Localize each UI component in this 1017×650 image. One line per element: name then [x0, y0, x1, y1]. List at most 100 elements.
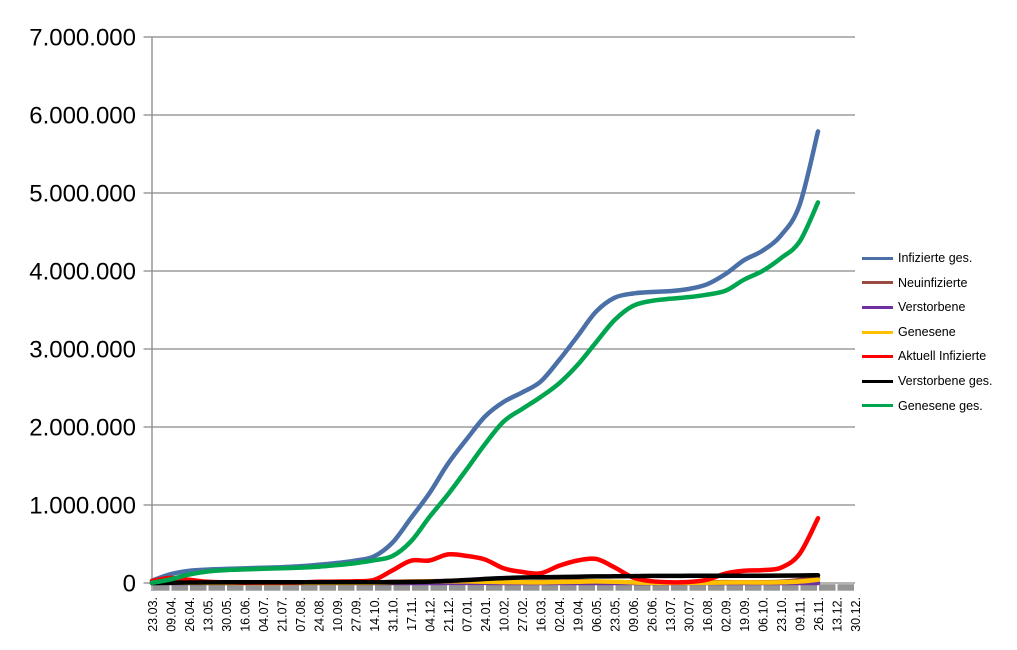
y-axis-label: 3.000.000 — [29, 337, 136, 364]
x-axis-label: 30.05. — [220, 597, 234, 632]
x-axis-tick-segment — [208, 584, 225, 591]
x-axis-label: 06.05. — [590, 597, 604, 632]
x-axis-tick-segment — [356, 584, 373, 591]
x-axis-label: 16.06. — [239, 597, 253, 632]
x-axis-label: 17.11. — [405, 597, 419, 631]
x-axis-label: 26.04. — [183, 597, 197, 632]
x-axis-label: 04.07. — [257, 597, 271, 632]
x-axis-tick-segment — [486, 584, 503, 591]
x-axis-tick-segment — [449, 584, 466, 591]
x-axis-label: 16.08. — [701, 597, 715, 632]
x-axis-tick-segment — [467, 584, 484, 591]
x-axis-label: 23.05. — [609, 597, 623, 632]
x-axis-tick-segment — [597, 584, 614, 591]
x-axis-tick-segment — [763, 584, 780, 591]
legend-label: Genesene ges. — [898, 398, 983, 413]
series-line-infizierte-ges — [149, 129, 821, 583]
x-axis-label: 10.09. — [331, 597, 345, 632]
x-axis-label: 14.10. — [368, 597, 382, 632]
legend-line-swatch — [862, 404, 893, 408]
legend-label: Verstorbene — [898, 300, 966, 315]
x-axis-label: 30.12. — [849, 597, 863, 632]
x-axis-tick-segment — [689, 584, 706, 591]
x-axis-label: 09.06. — [627, 597, 641, 632]
x-axis-label: 13.12. — [831, 597, 845, 632]
legend-item-aktuell-infizierte: Aktuell Infizierte — [862, 344, 1017, 369]
x-axis-label: 07.01. — [461, 597, 475, 632]
y-axis-label: 7.000.000 — [29, 25, 136, 52]
x-axis-tick-segment — [319, 584, 336, 591]
x-axis-tick-segment — [190, 584, 207, 591]
x-axis-tick-segment — [282, 584, 299, 591]
x-axis-label: 16.03. — [535, 597, 549, 632]
x-axis-label: 13.05. — [202, 597, 216, 632]
legend-item-genesene: Genesene — [862, 320, 1017, 345]
x-axis-label: 21.12. — [442, 597, 456, 632]
legend-item-verstorbene-ges: Verstorbene ges. — [862, 369, 1017, 394]
legend-item-neuinfizierte: Neuinfizierte — [862, 271, 1017, 296]
x-axis-tick-segment — [171, 584, 188, 591]
x-axis-label: 04.12. — [424, 597, 438, 632]
x-axis-label: 26.06. — [646, 597, 660, 632]
x-axis-tick-segment — [652, 584, 669, 591]
x-axis-tick-segment — [837, 584, 854, 591]
x-axis-tick-segment — [726, 584, 743, 591]
x-axis-tick-segment — [541, 584, 558, 591]
x-axis-label: 31.10. — [387, 597, 401, 632]
x-axis-tick-segment — [393, 584, 410, 591]
x-axis-label: 23.10. — [775, 597, 789, 632]
x-axis-tick-segment — [615, 584, 632, 591]
legend-label: Infizierte ges. — [898, 251, 973, 266]
legend-line-swatch — [862, 330, 893, 334]
legend-item-infizierte-ges: Infizierte ges. — [862, 246, 1017, 271]
x-axis-label: 27.09. — [350, 597, 364, 632]
series-line-genesene-ges — [149, 200, 821, 586]
legend-label: Genesene — [898, 324, 956, 339]
x-axis-label: 09.04. — [165, 597, 179, 632]
x-axis-label: 24.01. — [479, 597, 493, 632]
x-axis-label: 06.10. — [757, 597, 771, 632]
x-axis-tick-segment — [819, 584, 836, 591]
x-axis-tick-segment — [708, 584, 725, 591]
x-axis-label: 07.08. — [294, 597, 308, 632]
x-axis-label: 13.07. — [664, 597, 678, 632]
x-axis-label: 26.11. — [812, 597, 826, 631]
x-axis-label: 24.08. — [313, 597, 327, 632]
x-axis-tick-segment — [504, 584, 521, 591]
x-axis-tick-segment — [338, 584, 355, 591]
x-axis-label: 02.04. — [553, 597, 567, 632]
legend-label: Neuinfizierte — [898, 275, 968, 290]
legend-item-genesene-ges: Genesene ges. — [862, 394, 1017, 419]
legend-item-verstorbene: Verstorbene — [862, 295, 1017, 320]
x-axis-tick-segment — [412, 584, 429, 591]
legend-label: Aktuell Infizierte — [898, 349, 987, 364]
x-axis-label: 02.09. — [720, 597, 734, 632]
x-axis-label: 21.07. — [276, 597, 290, 632]
y-axis-label: 5.000.000 — [29, 181, 136, 208]
x-axis-tick-segment — [745, 584, 762, 591]
x-axis-tick-segment — [782, 584, 799, 591]
x-axis-tick-segment — [245, 584, 262, 591]
series-line-aktuell-infizierte — [149, 516, 821, 585]
legend-line-swatch — [862, 355, 893, 359]
x-axis-tick-segment — [264, 584, 281, 591]
x-axis-tick-segment — [375, 584, 392, 591]
y-axis-label: 0 — [123, 571, 136, 598]
x-axis-tick-segment — [634, 584, 651, 591]
x-axis-label: 09.11. — [794, 597, 808, 631]
legend-line-swatch — [862, 281, 893, 285]
legend-label: Verstorbene ges. — [898, 374, 993, 389]
series-line-verstorbene-ges — [149, 572, 821, 586]
legend-line-swatch — [862, 256, 893, 260]
legend-line-swatch — [862, 379, 893, 383]
x-axis-tick-segment — [560, 584, 577, 591]
x-axis-tick-segment — [578, 584, 595, 591]
chart-legend: Infizierte ges. Neuinfizierte Verstorbene G… — [862, 246, 1017, 418]
y-axis-label: 1.000.000 — [29, 493, 136, 520]
x-axis-tick-segment — [301, 584, 318, 591]
y-axis-label: 6.000.000 — [29, 103, 136, 130]
x-axis-tick-segment — [671, 584, 688, 591]
y-axis-label: 4.000.000 — [29, 259, 136, 286]
x-axis-tick-segment — [153, 584, 170, 591]
